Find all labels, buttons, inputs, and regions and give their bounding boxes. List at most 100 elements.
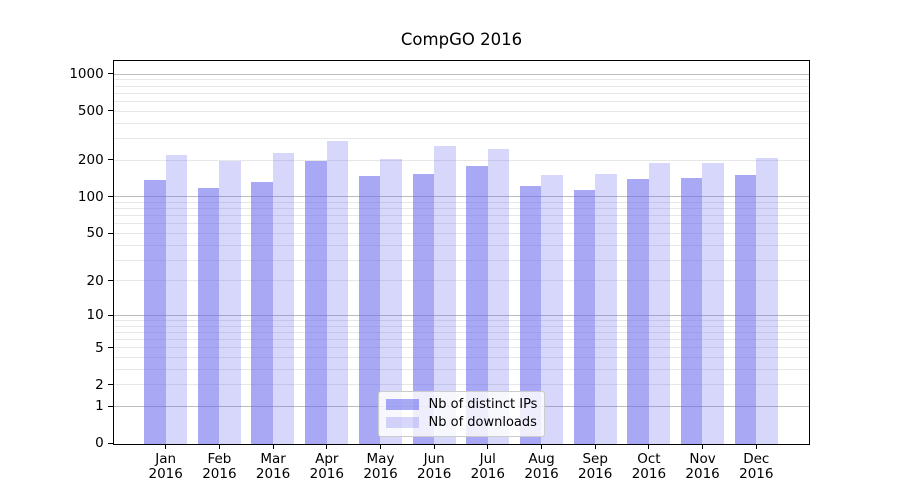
y-tick-label-100: 100 [77,188,104,205]
gridline-minor-50 [113,232,809,234]
gridline-minor-3 [113,369,809,370]
gridline-minor-7 [113,331,809,333]
bar-distinct-ips-aug [519,185,542,444]
y-tick-mark-500 [107,110,113,112]
bar-downloads-feb [219,161,241,444]
x-tick-label-oct: Oct 2016 [631,451,667,483]
x-tick-mark-aug [540,444,543,450]
gridline-minor-70 [113,215,809,217]
x-tick-mark-jul [487,444,489,450]
gridline-major-100 [113,196,809,198]
x-tick-mark-sep [594,444,596,450]
x-tick-mark-jan [165,444,167,450]
x-tick-mark-nov [702,444,704,450]
x-tick-mark-apr [326,444,328,450]
bar-downloads-jul [487,149,510,444]
legend-swatch-downloads [385,417,419,428]
x-tick-mark-oct [648,444,650,450]
bar-downloads-nov [702,163,724,444]
legend-item-downloads: Nb of downloads [385,415,537,430]
x-tick-mark-dec [755,444,757,450]
y-tick-label-200: 200 [77,151,104,168]
bar-distinct-ips-dec [734,175,757,444]
y-tick-label-50: 50 [86,225,104,242]
bar-downloads-jan [165,155,187,444]
y-tick-mark-5 [107,346,113,349]
bar-downloads-aug [541,174,563,444]
legend-label-distinct-ips: Nb of distinct IPs [428,397,538,412]
y-tick-mark-200 [107,159,113,161]
gridline-minor-20 [113,280,809,282]
bar-downloads-mar [272,153,295,444]
gridline-minor-2 [113,384,809,386]
chart-title: CompGO 2016 [400,30,523,49]
y-tick-mark-1 [107,405,113,407]
bar-downloads-jun [434,146,456,444]
gridline-minor-600 [113,101,809,102]
y-tick-label-10: 10 [86,307,104,324]
y-tick-label-1: 1 [95,398,104,415]
bar-distinct-ips-may [358,175,381,444]
y-tick-mark-100 [107,195,113,198]
bar-distinct-ips-sep [573,189,595,444]
x-tick-label-nov: Nov 2016 [685,451,720,483]
x-tick-label-feb: Feb 2016 [202,451,237,483]
y-tick-mark-20 [107,279,113,282]
x-tick-mark-feb [218,444,220,450]
x-tick-mark-jun [433,444,435,450]
gridline-minor-400 [113,122,809,124]
y-tick-mark-2 [107,384,113,386]
y-tick-label-20: 20 [86,272,104,289]
x-tick-label-jul: Jul 2016 [470,451,505,483]
y-tick-label-1000: 1000 [69,65,104,82]
bar-downloads-apr [326,140,349,444]
bar-distinct-ips-jan [144,180,166,444]
x-tick-label-may: May 2016 [363,451,398,483]
gridline-minor-800 [113,85,809,87]
y-tick-label-500: 500 [77,102,104,119]
gridline-minor-900 [113,79,809,81]
y-tick-mark-0 [107,442,113,444]
bar-distinct-ips-apr [305,161,327,444]
bar-distinct-ips-jun [412,174,434,444]
gridline-minor-9 [113,320,809,321]
x-tick-label-jun: Jun 2016 [417,451,452,483]
gridline-minor-8 [113,325,809,327]
bar-distinct-ips-nov [680,177,703,444]
bar-distinct-ips-mar [251,182,273,444]
x-tick-label-jan: Jan 2016 [148,451,183,483]
y-tick-label-2: 2 [95,376,104,393]
plot-area: Nb of distinct IPs Nb of downloads [112,59,810,445]
bar-downloads-dec [756,157,778,444]
y-tick-mark-1000 [107,73,113,75]
bar-downloads-sep [595,174,617,444]
y-tick-mark-50 [107,232,113,234]
gridline-minor-30 [113,259,809,261]
y-tick-label-0: 0 [95,435,104,452]
gridline-major-1000 [113,73,809,75]
gridline-minor-6 [113,339,809,341]
x-tick-label-aug: Aug 2016 [524,451,559,483]
legend-swatch-distinct-ips [385,399,419,410]
legend-label-downloads: Nb of downloads [428,415,537,430]
gridline-minor-60 [113,223,809,225]
x-tick-label-sep: Sep 2016 [578,451,613,483]
bar-distinct-ips-oct [627,179,649,444]
y-tick-label-5: 5 [95,339,104,356]
gridline-minor-80 [113,208,809,210]
x-tick-mark-mar [272,444,274,450]
gridline-minor-700 [113,92,809,94]
gridline-minor-200 [113,159,809,161]
x-tick-mark-may [379,444,382,450]
gridline-major-10 [113,314,809,316]
gridline-minor-4 [113,357,809,358]
y-tick-mark-10 [107,314,113,316]
legend: Nb of distinct IPs Nb of downloads [377,390,545,437]
x-tick-label-dec: Dec 2016 [739,451,774,483]
bar-downloads-oct [648,163,671,444]
gridline-minor-300 [113,137,809,139]
gridline-minor-40 [113,244,809,246]
gridline-minor-5 [113,347,809,349]
bar-downloads-may [380,158,402,444]
